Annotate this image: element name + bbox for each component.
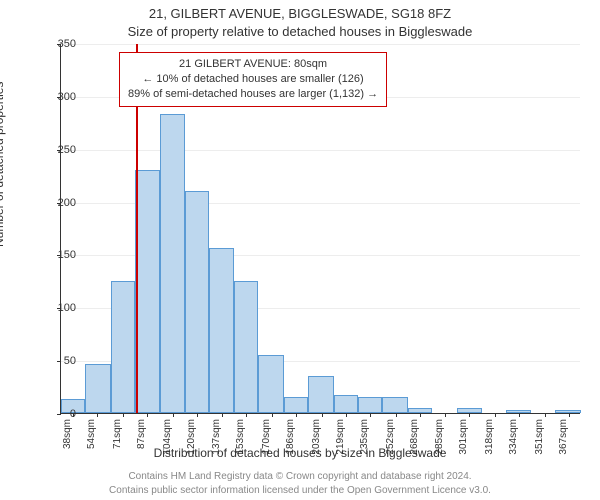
gridline (61, 44, 580, 45)
y-tick-label: 350 (46, 38, 76, 50)
infobox-line1: 21 GILBERT AVENUE: 80sqm (128, 57, 378, 72)
x-tick-mark (495, 413, 496, 417)
plot-area: 21 GILBERT AVENUE: 80sqm ← 10% of detach… (60, 44, 580, 414)
x-tick-mark (420, 413, 421, 417)
x-tick-mark (445, 413, 446, 417)
y-tick-label: 300 (46, 91, 76, 103)
histogram-bar (111, 281, 135, 413)
chart-title-main: 21, GILBERT AVENUE, BIGGLESWADE, SG18 8F… (0, 6, 600, 21)
x-tick-mark (569, 413, 570, 417)
x-tick-mark (396, 413, 397, 417)
x-tick-label: 71sqm (112, 419, 123, 449)
histogram-bar (135, 170, 161, 413)
x-tick-mark (173, 413, 174, 417)
marker-info-box: 21 GILBERT AVENUE: 80sqm ← 10% of detach… (119, 52, 387, 107)
y-axis-label: Number of detached properties (0, 82, 6, 247)
footer-copyright-2: Contains public sector information licen… (0, 485, 600, 496)
histogram-bar (160, 114, 184, 413)
x-tick-mark (545, 413, 546, 417)
x-tick-mark (147, 413, 148, 417)
y-tick-label: 0 (46, 408, 76, 420)
histogram-bar (185, 191, 209, 413)
histogram-bar (382, 397, 408, 413)
footer-copyright-1: Contains HM Land Registry data © Crown c… (0, 471, 600, 482)
x-tick-label: 54sqm (86, 419, 97, 449)
histogram-chart: 21, GILBERT AVENUE, BIGGLESWADE, SG18 8F… (0, 0, 600, 500)
x-tick-mark (296, 413, 297, 417)
histogram-bar (308, 376, 334, 413)
x-tick-mark (469, 413, 470, 417)
histogram-bar (358, 397, 382, 413)
histogram-bar (258, 355, 284, 413)
x-tick-mark (370, 413, 371, 417)
x-tick-label: 87sqm (136, 419, 147, 449)
histogram-bar (334, 395, 358, 413)
y-tick-label: 100 (46, 302, 76, 314)
y-tick-label: 50 (46, 355, 76, 367)
chart-title-sub: Size of property relative to detached ho… (0, 24, 600, 39)
histogram-bar (209, 248, 235, 413)
y-tick-label: 250 (46, 144, 76, 156)
y-tick-label: 200 (46, 197, 76, 209)
x-tick-mark (272, 413, 273, 417)
x-tick-mark (246, 413, 247, 417)
y-tick-label: 150 (46, 249, 76, 261)
x-tick-label: 38sqm (62, 419, 73, 449)
x-tick-mark (519, 413, 520, 417)
histogram-bar (284, 397, 308, 413)
gridline (61, 150, 580, 151)
x-axis-label: Distribution of detached houses by size … (0, 446, 600, 460)
x-tick-mark (346, 413, 347, 417)
x-tick-mark (322, 413, 323, 417)
x-tick-mark (123, 413, 124, 417)
x-tick-mark (222, 413, 223, 417)
infobox-line2: ← 10% of detached houses are smaller (12… (128, 72, 378, 87)
x-tick-mark (197, 413, 198, 417)
histogram-bar (85, 364, 111, 413)
x-tick-mark (97, 413, 98, 417)
histogram-bar (234, 281, 258, 413)
infobox-line3: 89% of semi-detached houses are larger (… (128, 87, 378, 102)
